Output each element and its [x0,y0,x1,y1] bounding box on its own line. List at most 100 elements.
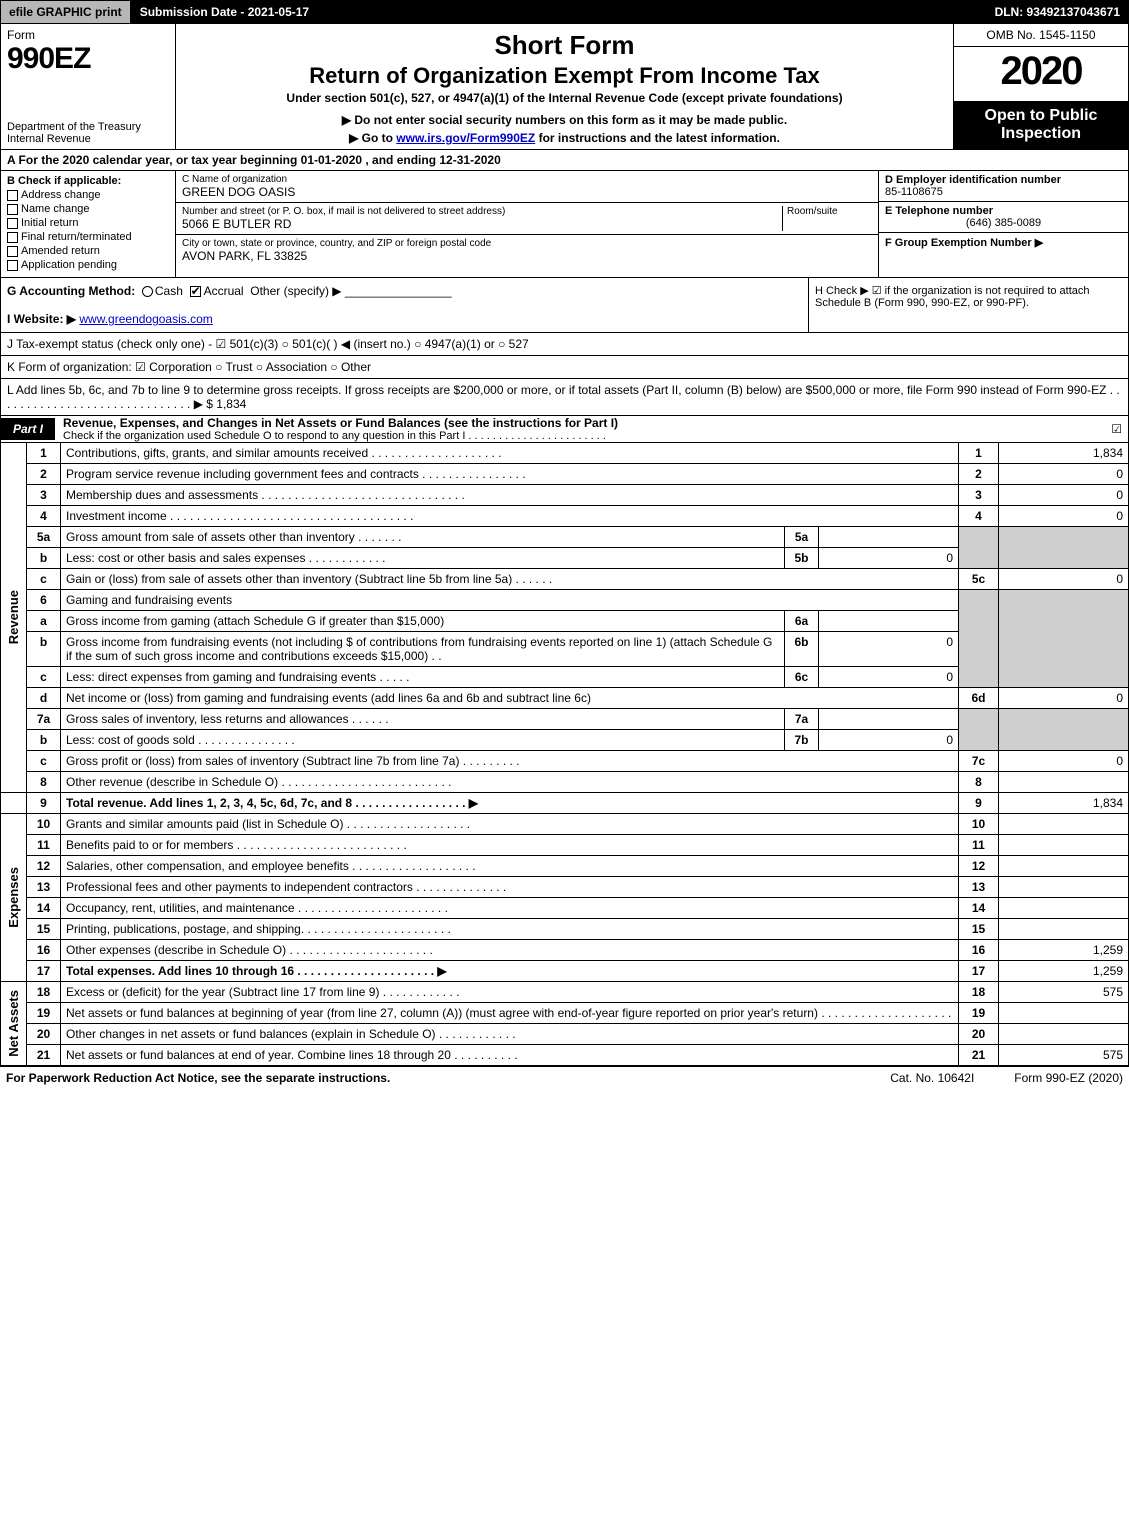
line-11-val [999,835,1129,856]
line-15-desc: Printing, publications, postage, and shi… [61,919,959,940]
part-1-check: ☑ [1111,422,1128,436]
line-5a-mv [819,527,959,548]
line-9-boxnum: 9 [959,793,999,814]
line-6b-mv: 0 [819,632,959,667]
side-expenses: Expenses [1,814,27,982]
line-16-boxnum: 16 [959,940,999,961]
chk-application-pending[interactable]: Application pending [7,259,169,271]
line-13-num: 13 [27,877,61,898]
line-21-val: 575 [999,1045,1129,1066]
line-4-desc: Investment income . . . . . . . . . . . … [61,506,959,527]
line-3-desc: Membership dues and assessments . . . . … [61,485,959,506]
line-7b-mn: 7b [785,730,819,751]
street-value: 5066 E BUTLER RD [182,217,782,231]
chk-name-change[interactable]: Name change [7,203,169,215]
line-13-boxnum: 13 [959,877,999,898]
line-9-num: 9 [27,793,61,814]
line-5c-num: c [27,569,61,590]
note-ssn: ▶ Do not enter social security numbers o… [184,113,945,127]
line-7b-desc: Less: cost of goods sold . . . . . . . .… [61,730,785,751]
website-link[interactable]: www.greendogoasis.com [79,312,212,326]
line-6d-val: 0 [999,688,1129,709]
line-16-val: 1,259 [999,940,1129,961]
org-name-value: GREEN DOG OASIS [182,185,872,199]
grey-cell [959,709,999,751]
line-12-val [999,856,1129,877]
grey-cell [959,527,999,569]
line-12-num: 12 [27,856,61,877]
line-17-boxnum: 17 [959,961,999,982]
submission-date-button[interactable]: Submission Date - 2021-05-17 [132,1,319,23]
line-5a-mn: 5a [785,527,819,548]
group-exemption-label: F Group Exemption Number ▶ [885,236,1122,249]
line-6d-boxnum: 6d [959,688,999,709]
tax-year: 2020 [954,47,1128,96]
line-16-num: 16 [27,940,61,961]
note2-pre: ▶ Go to [349,131,396,145]
line-8-val [999,772,1129,793]
line-15-num: 15 [27,919,61,940]
line-19-boxnum: 19 [959,1003,999,1024]
tel-label: E Telephone number [885,205,1122,217]
row-a-tax-year: A For the 2020 calendar year, or tax yea… [0,150,1129,171]
line-3-val: 0 [999,485,1129,506]
side-blank [1,793,27,814]
city-label: City or town, state or province, country… [182,238,872,249]
page-footer: For Paperwork Reduction Act Notice, see … [0,1066,1129,1089]
open-to-public: Open to Public Inspection [954,101,1128,149]
line-17-desc: Total expenses. Add lines 10 through 16 … [61,961,959,982]
line-1-boxnum: 1 [959,443,999,464]
chk-amended-return[interactable]: Amended return [7,245,169,257]
line-5b-mv: 0 [819,548,959,569]
cell-street: Number and street (or P. O. box, if mail… [176,203,878,235]
checkbox-icon [7,218,18,229]
omb-number: OMB No. 1545-1150 [954,24,1128,47]
lines-table: Revenue 1 Contributions, gifts, grants, … [0,443,1129,1066]
grey-cell [959,590,999,688]
line-21-num: 21 [27,1045,61,1066]
col-d-ids: D Employer identification number 85-1108… [878,171,1128,277]
chk-initial-return[interactable]: Initial return [7,217,169,229]
header-left: Form 990EZ Department of the Treasury In… [1,24,176,149]
line-11-desc: Benefits paid to or for members . . . . … [61,835,959,856]
cell-org-name: C Name of organization GREEN DOG OASIS [176,171,878,203]
checkbox-icon [7,190,18,201]
line-20-boxnum: 20 [959,1024,999,1045]
form-header: Form 990EZ Department of the Treasury In… [0,24,1129,150]
checkbox-icon [7,260,18,271]
form-number: 990EZ [7,42,169,76]
header-right: OMB No. 1545-1150 2020 Open to Public In… [953,24,1128,149]
opt-cash: Cash [155,284,183,298]
line-2-boxnum: 2 [959,464,999,485]
line-7a-mn: 7a [785,709,819,730]
row-k-form-org: K Form of organization: ☑ Corporation ○ … [0,356,1129,379]
line-19-desc: Net assets or fund balances at beginning… [61,1003,959,1024]
checkbox-checked-icon[interactable] [190,286,201,297]
footer-right: Form 990-EZ (2020) [1014,1071,1123,1085]
irs-link[interactable]: www.irs.gov/Form990EZ [396,131,535,145]
line-5b-num: b [27,548,61,569]
chk-address-change[interactable]: Address change [7,189,169,201]
note-link: ▶ Go to www.irs.gov/Form990EZ for instru… [184,131,945,145]
col-c-org-info: C Name of organization GREEN DOG OASIS N… [176,171,878,277]
line-17-num: 17 [27,961,61,982]
line-6a-num: a [27,611,61,632]
row-h-schedule-b: H Check ▶ ☑ if the organization is not r… [808,278,1128,332]
line-19-val [999,1003,1129,1024]
line-10-val [999,814,1129,835]
line-6a-mn: 6a [785,611,819,632]
top-bar: efile GRAPHIC print Submission Date - 20… [0,0,1129,24]
cell-group-exemption: F Group Exemption Number ▶ [879,233,1128,277]
part-1-sub: Check if the organization used Schedule … [63,430,618,442]
radio-icon[interactable] [142,286,153,297]
line-8-boxnum: 8 [959,772,999,793]
line-10-boxnum: 10 [959,814,999,835]
efile-print-button[interactable]: efile GRAPHIC print [1,1,132,23]
line-7b-num: b [27,730,61,751]
chk-final-return[interactable]: Final return/terminated [7,231,169,243]
note2-post: for instructions and the latest informat… [535,131,780,145]
line-18-desc: Excess or (deficit) for the year (Subtra… [61,982,959,1003]
line-6b-desc: Gross income from fundraising events (no… [61,632,785,667]
part-1-header: Part I Revenue, Expenses, and Changes in… [0,416,1129,443]
line-7a-mv [819,709,959,730]
